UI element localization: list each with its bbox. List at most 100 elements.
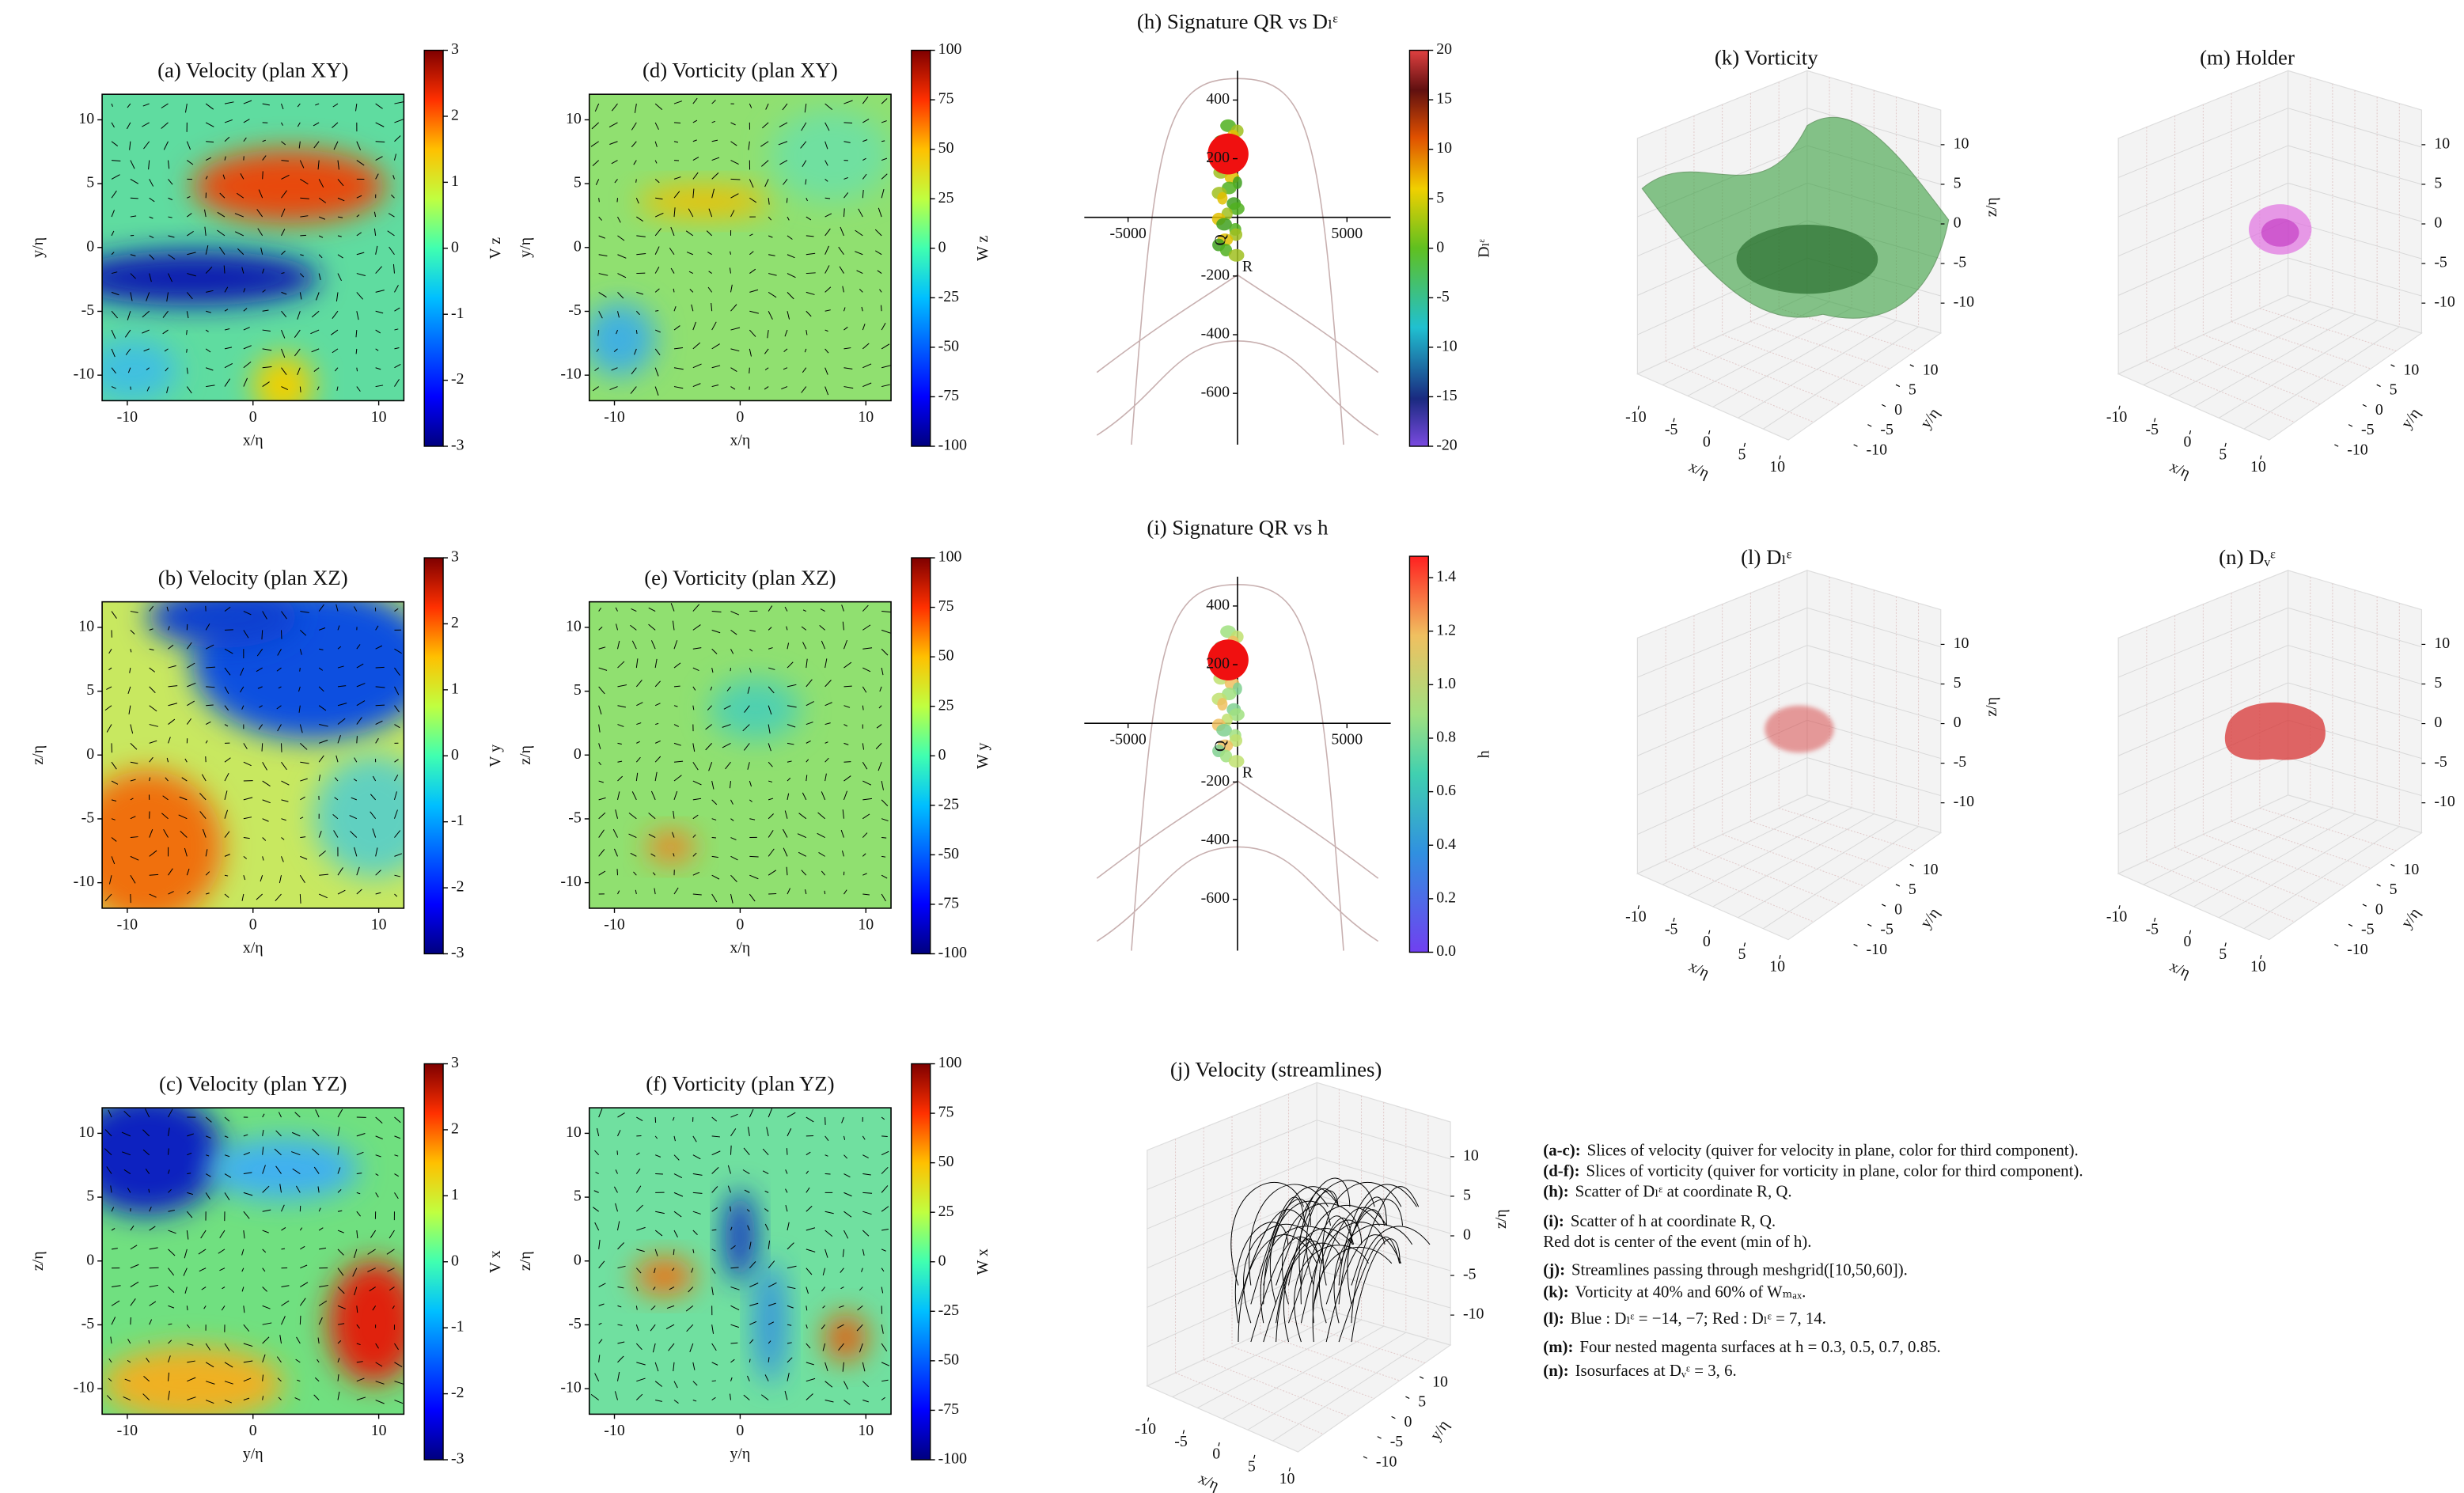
quiver-arrow	[615, 607, 618, 612]
quiver-arrow	[862, 798, 873, 801]
quiver-arrow	[862, 647, 873, 650]
quiver-arrow	[149, 1301, 157, 1306]
quiver-arrow	[617, 760, 623, 763]
x-tick-label: -10	[117, 408, 138, 426]
tick	[2376, 884, 2381, 887]
quiver-arrow	[742, 1169, 750, 1174]
tick-label: 10	[1279, 1470, 1295, 1487]
quiver-arrow	[631, 791, 637, 801]
quiver-arrow	[787, 793, 790, 800]
y-tick-label: 200	[1206, 655, 1230, 673]
quiver-arrow	[824, 1400, 834, 1403]
quiver-arrow	[335, 292, 339, 302]
y-tick-label: -10	[74, 1379, 95, 1396]
tick-label: -10	[1463, 1305, 1484, 1323]
quiver-arrow	[149, 235, 154, 238]
quiver-arrow	[692, 139, 697, 142]
quiver-arrow	[262, 1165, 266, 1174]
quiver-arrow	[635, 1324, 639, 1332]
quiver-arrow	[243, 761, 252, 767]
quiver-arrow	[673, 347, 684, 350]
quiver-arrow	[802, 160, 807, 168]
quiver-arrow	[787, 1373, 790, 1381]
quiver-arrow	[862, 853, 866, 857]
quiver-arrow	[881, 323, 886, 331]
quiver-arrow	[654, 740, 661, 744]
quiver-arrow	[824, 658, 828, 669]
quiver-arrow	[373, 211, 377, 218]
x-tick-label: -10	[604, 1422, 625, 1439]
tick	[2362, 904, 2367, 907]
quiver-arrow	[598, 1283, 606, 1287]
quiver-arrow	[881, 667, 884, 676]
quiver-arrow	[635, 1168, 641, 1174]
quiver-arrow	[261, 743, 263, 752]
quiver-arrow	[598, 310, 603, 319]
quiver-arrow	[262, 139, 266, 142]
quiver-arrow	[749, 629, 756, 632]
quiver-arrow	[130, 160, 135, 169]
tick-label: -10	[1954, 793, 1975, 810]
quiver-arrow	[296, 1336, 301, 1344]
quiver-arrow	[617, 1355, 624, 1363]
quiver-arrow	[654, 329, 661, 333]
quiver-arrow	[127, 1188, 131, 1193]
quiver-arrow	[730, 855, 738, 861]
quiver-arrow	[275, 1130, 282, 1137]
quiver-arrow	[350, 831, 358, 838]
quiver-arrow	[108, 648, 112, 654]
quiver-arrow	[375, 1154, 381, 1158]
quiver-arrow	[598, 797, 606, 801]
tick-label: 10	[1923, 861, 1939, 878]
quiver-arrow	[692, 667, 699, 671]
quiver-arrow	[224, 874, 229, 877]
quiver-arrow	[198, 1249, 207, 1255]
quiver-arrow	[332, 348, 339, 354]
quiver-arrow	[224, 757, 231, 763]
quiver-arrow	[711, 157, 720, 161]
quiver-arrow	[636, 235, 646, 237]
tick-label: 5	[2390, 381, 2398, 399]
quiver-arrow	[111, 174, 120, 180]
quiver-arrow	[262, 818, 269, 822]
quiver-arrow	[257, 686, 263, 689]
tick-label: 10	[1954, 635, 1969, 652]
quiver-arrow	[593, 1190, 599, 1193]
tick	[2118, 405, 2121, 410]
quiver-arrow	[787, 684, 797, 688]
quiver-arrow	[665, 1324, 675, 1329]
quiver-arrow	[692, 1249, 695, 1253]
quiver-arrow	[631, 367, 637, 375]
quiver-arrow	[375, 704, 385, 707]
quiver-arrow	[711, 188, 715, 199]
quiver-arrow	[686, 252, 694, 256]
quiver-arrow	[243, 1397, 250, 1400]
streamline	[1294, 1245, 1369, 1343]
quiver-arrow	[881, 855, 886, 858]
quiver-arrow	[768, 273, 777, 276]
quiver-arrow	[337, 1305, 346, 1309]
quiver-arrow	[370, 794, 377, 801]
quiver-arrow	[598, 667, 608, 671]
x-tick-label: -10	[117, 1422, 138, 1439]
streamline	[1263, 1186, 1340, 1286]
quiver-arrow	[300, 855, 308, 860]
quiver-arrow	[186, 386, 192, 394]
quiver-arrow	[130, 816, 136, 820]
quiver-arrow	[635, 179, 637, 183]
colorbar-tick-label: -75	[938, 895, 960, 912]
quiver-arrow	[262, 1305, 271, 1309]
colorbar-label: h	[1475, 750, 1492, 758]
quiver-arrow	[356, 683, 366, 688]
tick-label: -10	[2434, 793, 2455, 810]
quiver-arrow	[881, 1116, 885, 1120]
field-blob	[824, 1313, 867, 1362]
quiver-arrow	[617, 1112, 625, 1118]
quiver-arrow	[635, 329, 638, 334]
panel-title: (a) Velocity (plan XY)	[157, 59, 348, 82]
quiver-arrow	[768, 1302, 776, 1306]
tick-label: -10	[2347, 941, 2368, 958]
quiver-arrow	[722, 724, 731, 728]
quiver-arrow	[636, 216, 643, 222]
field-blob	[770, 109, 892, 202]
